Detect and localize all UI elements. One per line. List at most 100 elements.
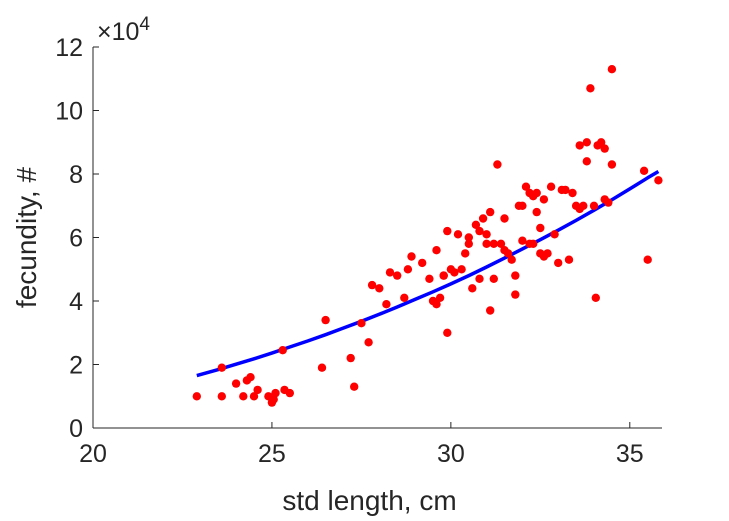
- y-tick-label: 0: [69, 415, 83, 443]
- data-point: [582, 138, 591, 147]
- data-point: [435, 293, 445, 302]
- data-point: [217, 363, 226, 372]
- data-point: [532, 188, 541, 198]
- data-point: [493, 160, 502, 169]
- data-point: [597, 138, 606, 147]
- data-point: [496, 239, 506, 248]
- x-axis-label: std length, cm: [282, 485, 456, 516]
- data-point: [600, 144, 609, 153]
- data-point: [500, 214, 509, 223]
- data-point: [486, 207, 495, 217]
- data-point: [443, 226, 452, 236]
- data-point: [486, 306, 495, 315]
- data-point: [246, 373, 255, 382]
- data-point: [443, 328, 452, 337]
- data-point: [536, 223, 545, 233]
- x-tick-label: 25: [258, 440, 286, 468]
- y-axis-label: fecundity, #: [11, 167, 42, 309]
- data-point: [575, 141, 584, 150]
- data-point: [432, 300, 441, 309]
- x-tick-label: 35: [616, 440, 644, 468]
- data-point: [439, 271, 448, 280]
- data-points-layer: [192, 65, 663, 407]
- data-point: [403, 265, 413, 274]
- data-point: [269, 395, 278, 404]
- data-point: [604, 198, 613, 207]
- data-point: [461, 249, 470, 258]
- data-point: [554, 258, 563, 268]
- x-tick-label: 30: [437, 440, 465, 468]
- data-point: [507, 255, 516, 264]
- data-point: [407, 252, 416, 261]
- data-point: [400, 293, 409, 302]
- data-point: [450, 268, 459, 277]
- data-point: [453, 230, 463, 239]
- data-point: [393, 271, 402, 280]
- data-point: [425, 274, 434, 283]
- data-point: [654, 176, 663, 185]
- y-exponent-power: 4: [139, 14, 150, 35]
- data-point: [375, 284, 384, 293]
- x-tick-label: 20: [79, 440, 107, 468]
- fit-curve: [196, 169, 660, 378]
- data-point: [321, 315, 330, 325]
- data-point: [589, 201, 599, 210]
- data-point: [511, 290, 520, 299]
- data-point: [367, 280, 377, 290]
- fit-curve-layer: [196, 169, 660, 378]
- data-point: [518, 201, 527, 210]
- data-point: [464, 239, 473, 248]
- data-point: [543, 249, 552, 258]
- data-point: [591, 293, 600, 302]
- data-point: [285, 388, 294, 398]
- data-point: [271, 388, 280, 398]
- data-point: [586, 84, 595, 93]
- data-point: [364, 338, 373, 347]
- data-point: [478, 214, 488, 223]
- data-point: [568, 188, 577, 198]
- data-point: [529, 239, 538, 248]
- data-point: [192, 392, 201, 401]
- data-point: [464, 233, 473, 242]
- data-point: [357, 319, 366, 328]
- y-tick-label: 6: [69, 225, 83, 253]
- data-point: [532, 207, 541, 217]
- data-point: [317, 363, 327, 372]
- data-point: [457, 265, 466, 274]
- data-point: [607, 160, 617, 169]
- y-tick-label: 12: [55, 34, 83, 62]
- data-point: [546, 182, 556, 191]
- data-point: [503, 249, 513, 258]
- y-tick-label: 4: [69, 288, 83, 316]
- y-tick-label: 8: [69, 161, 83, 189]
- data-point: [253, 385, 262, 395]
- data-point: [471, 220, 481, 229]
- data-point: [511, 271, 520, 280]
- data-point: [231, 379, 241, 388]
- data-point: [639, 166, 649, 175]
- data-point: [468, 284, 477, 293]
- data-point: [607, 65, 617, 74]
- y-tick-label: 2: [69, 352, 83, 380]
- data-point: [432, 246, 441, 255]
- data-point: [350, 382, 359, 391]
- data-point: [239, 392, 248, 401]
- data-point: [382, 300, 391, 309]
- data-point: [561, 185, 570, 195]
- y-exponent-base: ×10: [97, 18, 139, 46]
- data-point: [521, 182, 531, 191]
- y-exponent-label: ×104: [97, 14, 150, 46]
- data-point: [418, 258, 427, 268]
- data-point: [489, 274, 498, 283]
- data-point: [475, 274, 484, 283]
- data-point: [217, 392, 226, 401]
- data-point: [385, 268, 395, 277]
- data-point: [518, 236, 527, 245]
- data-point: [249, 392, 259, 401]
- data-point: [579, 201, 588, 210]
- data-point: [278, 346, 287, 355]
- data-point: [489, 239, 498, 248]
- y-tick-label: 10: [55, 98, 83, 126]
